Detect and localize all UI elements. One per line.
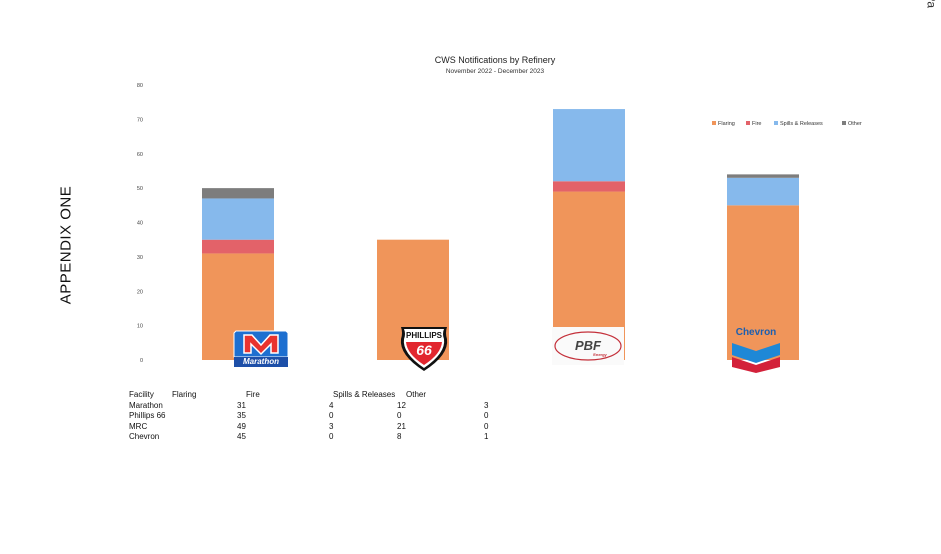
chevron-logo-word: Chevron <box>735 327 777 338</box>
bar-segment-marathon-other <box>202 188 274 199</box>
y-tick-label: 10 <box>137 324 143 330</box>
table-cell-facility: Chevron <box>129 432 160 441</box>
table-cell-value: 3 <box>329 421 334 431</box>
table-cell-value: 0 <box>484 411 489 420</box>
phillips-logo-number: 66 <box>416 342 432 358</box>
bar-segment-chevron-flaring <box>727 205 799 360</box>
bars-group <box>202 109 799 360</box>
table-cell-value: 45 <box>237 432 246 441</box>
bar-segment-marathon-spills-releases <box>202 198 274 240</box>
bar-segment-marathon-fire <box>202 239 274 254</box>
pbf-logo-word: PBF <box>575 338 601 353</box>
table-cell-facility: Phillips 66 <box>129 411 166 420</box>
bar-segment-mrc-spills-releases <box>553 109 625 182</box>
y-tick-label: 60 <box>137 152 143 158</box>
chart-subtitle: November 2022 - December 2023 <box>446 68 545 75</box>
bar-segment-chevron-other <box>727 174 799 178</box>
y-axis: 0 10 20 30 40 50 60 70 80 <box>137 83 143 364</box>
table-cell-value: 0 <box>329 432 334 441</box>
table-header-flaring: Flaring <box>172 390 197 399</box>
table-cell-value: 35 <box>237 411 246 420</box>
y-tick-label: 80 <box>137 83 143 89</box>
legend-label: Spills & Releases <box>780 121 823 127</box>
table-header-other: Other <box>406 390 427 399</box>
table-cell-value: 0 <box>397 411 402 420</box>
chart-title: CWS Notifications by Refinery <box>435 55 556 65</box>
table-cell-value: 0 <box>329 411 334 420</box>
table-cell-value: 4 <box>329 400 334 410</box>
table-cell-value: 31 <box>237 400 246 410</box>
phillips-logo-word: PHILLIPS <box>405 331 442 340</box>
y-tick-label: 50 <box>137 186 143 192</box>
table-header-fire: Fire <box>246 390 260 399</box>
legend: Flaring Fire Spills & Releases Other <box>712 121 862 127</box>
table-cell-value: 8 <box>397 432 402 441</box>
legend-label: Fire <box>752 121 761 127</box>
table-header-facility: Facility <box>129 390 154 399</box>
table-cell-value: 49 <box>237 421 246 431</box>
table-cell-value: 21 <box>397 421 406 431</box>
table-cell-value: 12 <box>397 400 406 410</box>
marathon-logo-word: Marathon <box>243 357 279 366</box>
y-tick-label: 0 <box>140 358 143 364</box>
y-tick-label: 20 <box>137 289 143 295</box>
bar-segment-chevron-spills-releases <box>727 177 799 206</box>
legend-swatch <box>774 121 778 125</box>
pbf-logo: PBF Energy <box>552 327 624 365</box>
table-cell-value: 1 <box>484 432 489 441</box>
phillips66-logo: PHILLIPS 66 <box>395 325 453 373</box>
pbf-logo-sub: Energy <box>593 352 607 357</box>
y-tick-label: 30 <box>137 255 143 261</box>
table-cell-value: 3 <box>484 400 489 410</box>
legend-swatch <box>746 121 750 125</box>
table-cell-facility: MRC <box>129 421 148 431</box>
chevron-logo: Chevron <box>728 327 784 373</box>
legend-label: Other <box>848 121 862 127</box>
table-header-spills: Spills & Releases <box>333 390 396 399</box>
table-cell-facility: Marathon <box>129 400 163 410</box>
legend-swatch <box>842 121 846 125</box>
y-tick-label: 40 <box>137 221 143 227</box>
bar-segment-mrc-fire <box>553 181 625 192</box>
legend-swatch <box>712 121 716 125</box>
marathon-logo: Marathon <box>230 327 292 369</box>
legend-label: Flaring <box>718 121 735 127</box>
y-tick-label: 70 <box>137 117 143 123</box>
table-cell-value: 0 <box>484 421 489 431</box>
